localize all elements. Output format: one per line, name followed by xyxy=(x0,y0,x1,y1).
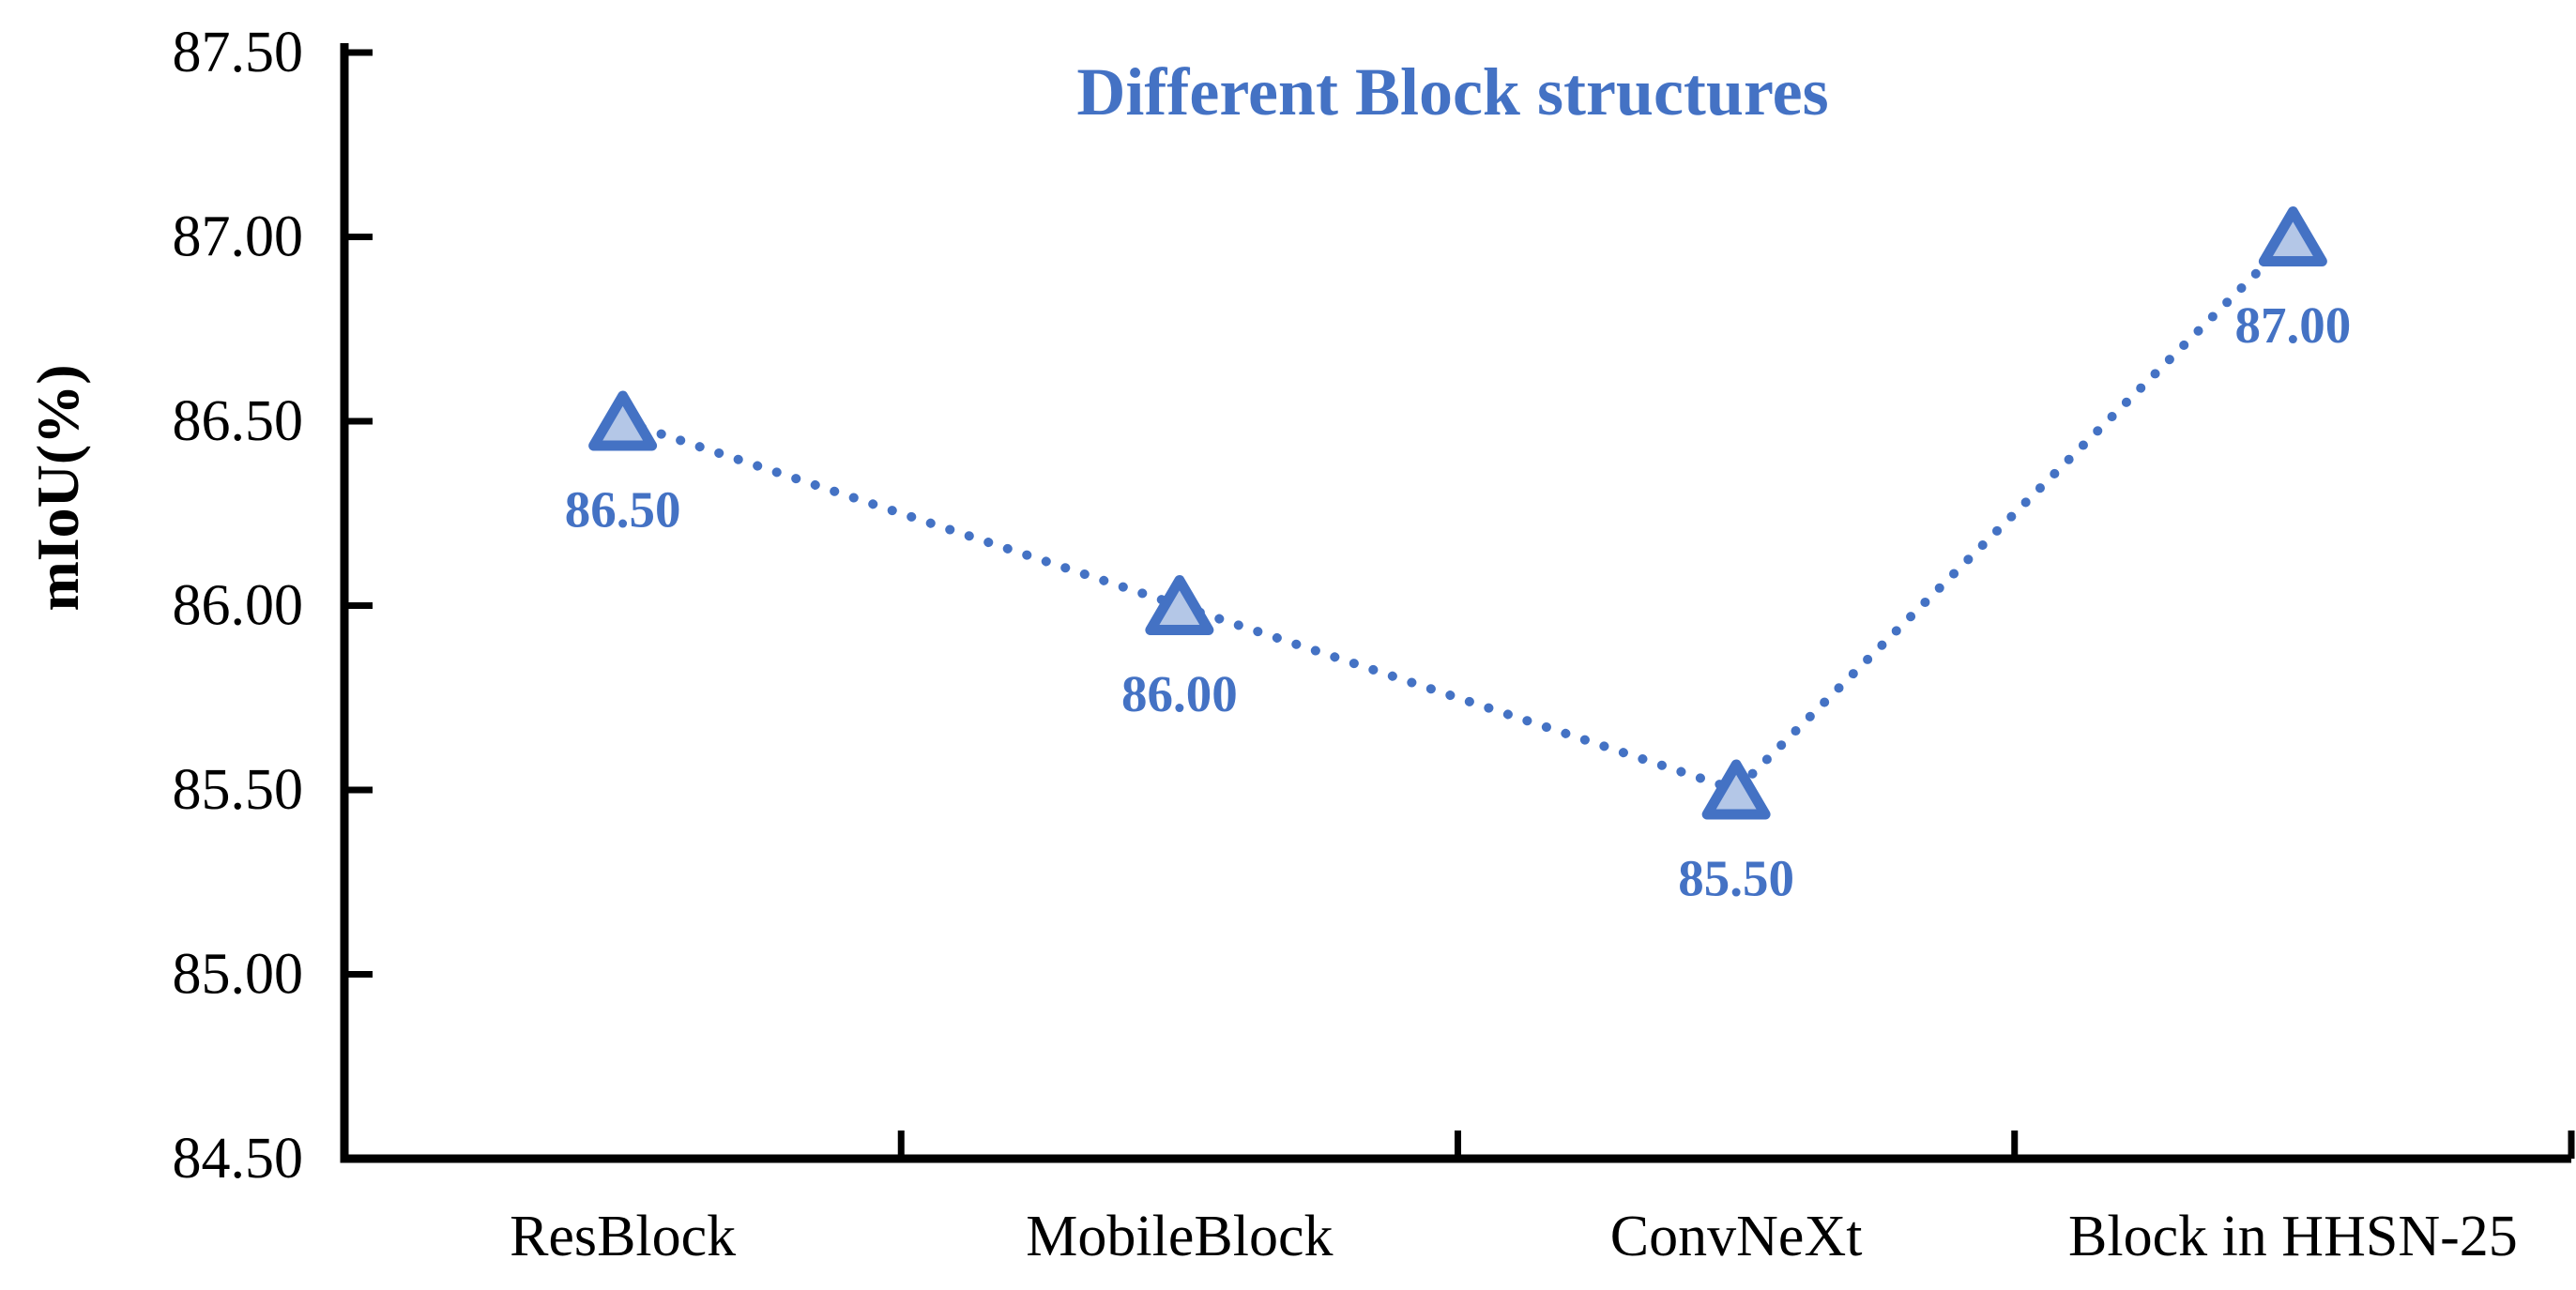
y-axis-tick-label: 86.50 xyxy=(173,389,304,453)
series-dotted-line xyxy=(617,232,2298,796)
triangle-marker-icon xyxy=(2258,206,2327,266)
triangle-marker-icon xyxy=(588,390,658,451)
triangle-marker-icon xyxy=(1701,759,1771,820)
x-axis-category-label: ResBlock xyxy=(510,1205,736,1268)
y-axis-tick-label: 87.50 xyxy=(173,21,304,84)
data-point-label: 86.50 xyxy=(565,481,681,539)
axis-line xyxy=(340,43,2571,1163)
x-axis-category-label: Block in HHSN-25 xyxy=(2068,1205,2518,1268)
x-axis-category-label: ConvNeXt xyxy=(1610,1205,1863,1268)
x-axis-category-label: MobileBlock xyxy=(1026,1205,1333,1268)
data-point-label: 87.00 xyxy=(2235,296,2352,354)
y-axis-tick-label: 85.50 xyxy=(173,758,304,822)
y-axis-tick-label: 84.50 xyxy=(173,1127,304,1191)
y-axis-tick-label: 85.00 xyxy=(173,943,304,1007)
y-axis-tick-label: 86.00 xyxy=(173,574,304,638)
data-point-label: 85.50 xyxy=(1678,850,1794,907)
chart-title: Different Block structures xyxy=(1076,54,1829,129)
y-axis-tick-label: 87.00 xyxy=(173,205,304,269)
data-point-label: 86.00 xyxy=(1121,665,1238,722)
triangle-marker-icon xyxy=(1145,575,1214,635)
